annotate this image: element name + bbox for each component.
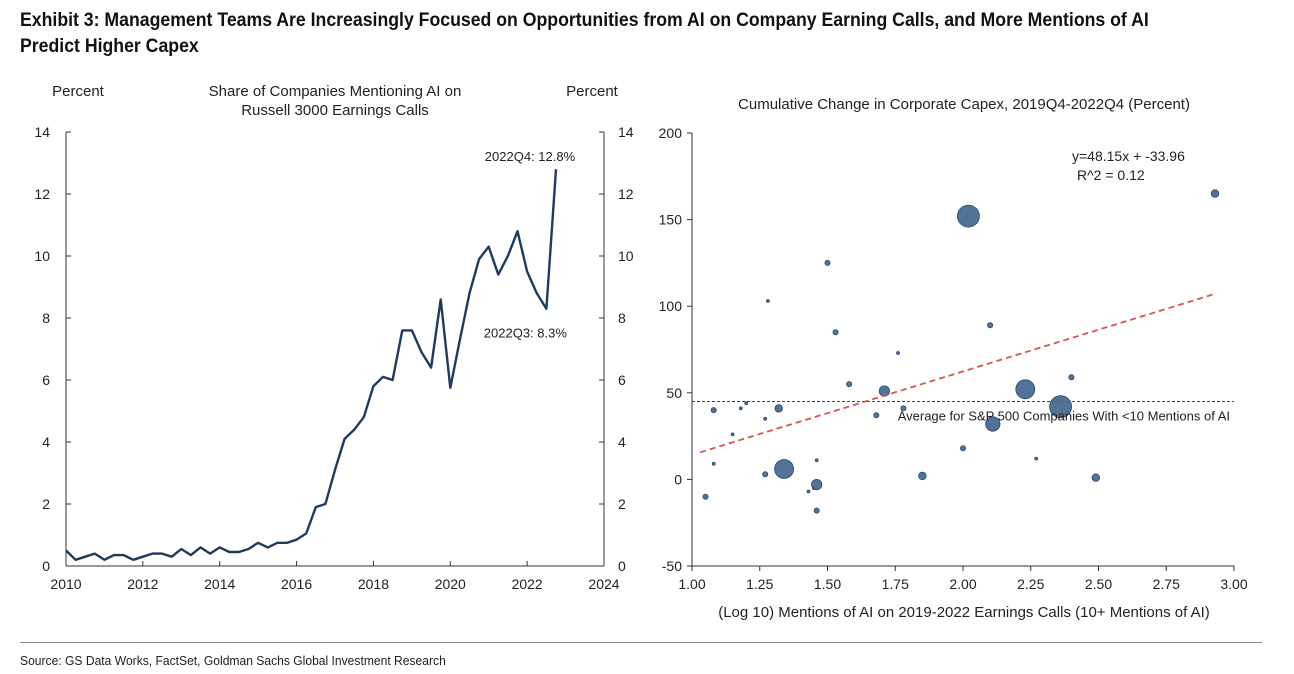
ai-share-line-chart: Percent Percent Share of Companies Menti…: [34, 83, 633, 592]
regression-trend-line: [699, 293, 1216, 454]
left-y-tick-label: 0: [42, 558, 50, 574]
left-y-tick-label: 10: [34, 248, 50, 264]
scatter-bubble: [832, 329, 839, 336]
x-tick-label: 2016: [281, 576, 312, 592]
right-y-tick-label: 6: [618, 372, 626, 388]
scatter-bubble: [873, 412, 880, 419]
scatter-bubble: [762, 471, 769, 478]
regression-equation: y=48.15x + -33.96: [1072, 148, 1185, 164]
scatter-bubble: [957, 204, 980, 228]
scatter-bubble: [774, 459, 794, 479]
scatter-bubble: [702, 493, 709, 500]
capex-scatter-chart: Cumulative Change in Corporate Capex, 20…: [659, 96, 1248, 621]
scatter-x-tick-label: 2.50: [1085, 576, 1112, 592]
scatter-bubble: [813, 507, 820, 514]
right-y-tick-label: 4: [618, 434, 626, 450]
right-y-tick-label: 10: [618, 248, 634, 264]
scatter-bubble: [710, 407, 717, 414]
left-y-axis-label: Percent: [52, 83, 105, 100]
x-tick-label: 2022: [512, 576, 543, 592]
right-chart-axes: -50 0 50 100 150 200 1.00 1.25 1.50 1.75 2.00 2.25 2…: [659, 125, 1248, 592]
scatter-bubble: [1068, 374, 1075, 381]
right-y-tick-label: 0: [618, 558, 626, 574]
left-chart-axes: 0 0 2 2 4 4 6 6 8 8 10 10 12 12 14 14 2010 2012 2014 2016 20…: [34, 124, 633, 592]
scatter-bubble: [1015, 379, 1036, 400]
scatter-bubble: [738, 406, 743, 411]
scatter-bubble: [1034, 456, 1039, 461]
scatter-x-tick-label: 2.25: [1017, 576, 1044, 592]
scatter-bubble: [987, 322, 994, 329]
x-tick-label: 2020: [435, 576, 466, 592]
scatter-bubble: [744, 401, 749, 406]
left-y-tick-label: 14: [34, 124, 50, 140]
scatter-bubble: [711, 461, 716, 466]
scatter-bubble: [1210, 189, 1220, 198]
right-y-tick-label: 14: [618, 124, 634, 140]
reference-line-label: Average for S&P 500 Companies With <10 M…: [898, 408, 1230, 423]
scatter-y-tick-label: -50: [662, 558, 682, 574]
scatter-bubble: [814, 458, 819, 463]
scatter-bubble: [811, 478, 823, 491]
scatter-x-tick-label: 2.75: [1153, 576, 1180, 592]
annotation-2022q4: 2022Q4: 12.8%: [485, 149, 576, 164]
right-chart-title: Cumulative Change in Corporate Capex, 20…: [738, 96, 1190, 113]
scatter-bubble: [896, 351, 900, 355]
left-y-tick-label: 8: [42, 310, 50, 326]
scatter-x-tick-label: 1.25: [746, 576, 773, 592]
scatter-bubble: [985, 416, 1001, 432]
scatter-bubble: [763, 416, 768, 421]
scatter-bubble: [1091, 473, 1100, 482]
scatter-y-tick-label: 100: [659, 298, 683, 314]
scatter-x-tick-label: 1.50: [814, 576, 841, 592]
right-y-tick-label: 12: [618, 186, 634, 202]
r-squared-label: R^2 = 0.12: [1077, 167, 1145, 183]
annotation-2022q3: 2022Q3: 8.3%: [484, 326, 568, 341]
left-chart-title-line-2: Russell 3000 Earnings Calls: [241, 102, 429, 119]
scatter-bubble: [766, 299, 770, 303]
scatter-y-tick-label: 200: [659, 125, 683, 141]
scatter-bubble: [918, 471, 927, 481]
scatter-x-tick-label: 1.75: [882, 576, 909, 592]
scatter-bubble: [900, 405, 907, 412]
scatter-bubble: [774, 404, 783, 413]
exhibit-title: Exhibit 3: Management Teams Are Increasi…: [20, 10, 1149, 57]
footer-divider: [20, 642, 1262, 643]
charts-canvas: Percent Percent Share of Companies Menti…: [34, 83, 1248, 621]
left-chart-title-line-1: Share of Companies Mentioning AI on: [209, 83, 462, 100]
left-y-tick-label: 12: [34, 186, 50, 202]
scatter-bubble: [806, 489, 811, 494]
x-tick-label: 2010: [50, 576, 81, 592]
x-tick-label: 2014: [204, 576, 235, 592]
scatter-y-tick-label: 50: [666, 385, 682, 401]
scatter-bubble: [960, 445, 967, 452]
scatter-bubbles: [702, 189, 1220, 514]
x-tick-label: 2012: [127, 576, 158, 592]
right-x-axis-label: (Log 10) Mentions of AI on 2019-2022 Ear…: [718, 604, 1210, 621]
left-y-tick-label: 6: [42, 372, 50, 388]
scatter-x-tick-label: 1.00: [678, 576, 705, 592]
scatter-x-tick-label: 2.00: [949, 576, 976, 592]
scatter-x-tick-label: 3.00: [1220, 576, 1247, 592]
right-y-tick-label: 2: [618, 496, 626, 512]
scatter-bubble: [824, 259, 831, 266]
x-tick-label: 2024: [588, 576, 619, 592]
scatter-y-tick-label: 150: [659, 212, 683, 228]
ai-share-series-line: [65, 169, 558, 561]
left-y-tick-label: 2: [42, 496, 50, 512]
scatter-bubble: [846, 381, 853, 388]
source-note: Source: GS Data Works, FactSet, Goldman …: [20, 653, 446, 668]
right-y-axis-label: Percent: [566, 83, 619, 100]
left-y-tick-label: 4: [42, 434, 50, 450]
right-y-tick-label: 8: [618, 310, 626, 326]
x-tick-label: 2018: [358, 576, 389, 592]
scatter-y-tick-label: 0: [674, 471, 682, 487]
scatter-bubble: [1049, 395, 1072, 419]
scatter-bubble: [730, 432, 735, 437]
